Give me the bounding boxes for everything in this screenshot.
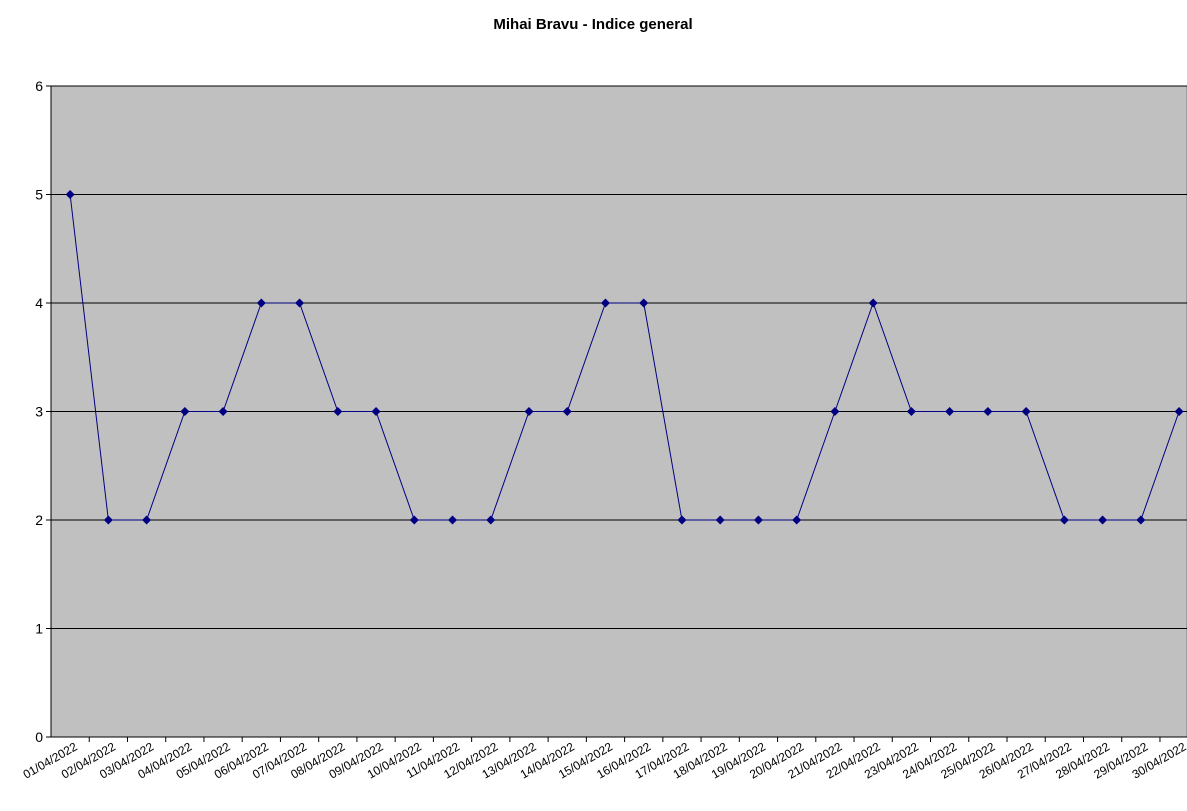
marker (1098, 515, 1108, 525)
marker (103, 515, 113, 525)
marker (906, 407, 916, 416)
marker (1174, 407, 1184, 416)
marker (945, 407, 955, 416)
marker (1021, 407, 1031, 416)
marker (600, 298, 610, 308)
y-tick-label: 6 (35, 78, 43, 94)
marker (715, 515, 725, 525)
marker (1059, 515, 1069, 525)
y-tick-label: 2 (35, 512, 43, 528)
marker (1136, 515, 1146, 525)
marker (562, 407, 572, 416)
marker (180, 407, 190, 416)
marker (65, 190, 75, 199)
marker (677, 515, 687, 525)
marker (792, 515, 802, 525)
y-tick-label: 0 (35, 729, 43, 745)
marker (486, 515, 496, 525)
y-tick-label: 4 (35, 295, 43, 311)
marker (409, 515, 419, 525)
marker (371, 407, 381, 416)
marker (142, 515, 152, 525)
marker (524, 407, 534, 416)
marker (983, 407, 993, 416)
marker (868, 298, 878, 308)
marker (639, 298, 649, 308)
y-tick-label: 3 (35, 404, 43, 420)
marker (218, 407, 228, 416)
marker (753, 515, 763, 525)
marker (830, 407, 840, 416)
marker (333, 407, 343, 416)
line (69, 194, 1180, 521)
marker (448, 515, 458, 525)
chart-title: Mihai Bravu - Indice general (493, 16, 692, 33)
y-tick-label: 5 (35, 187, 43, 203)
y-tick-label: 1 (35, 621, 43, 637)
marker (295, 298, 305, 308)
marker (256, 298, 266, 308)
